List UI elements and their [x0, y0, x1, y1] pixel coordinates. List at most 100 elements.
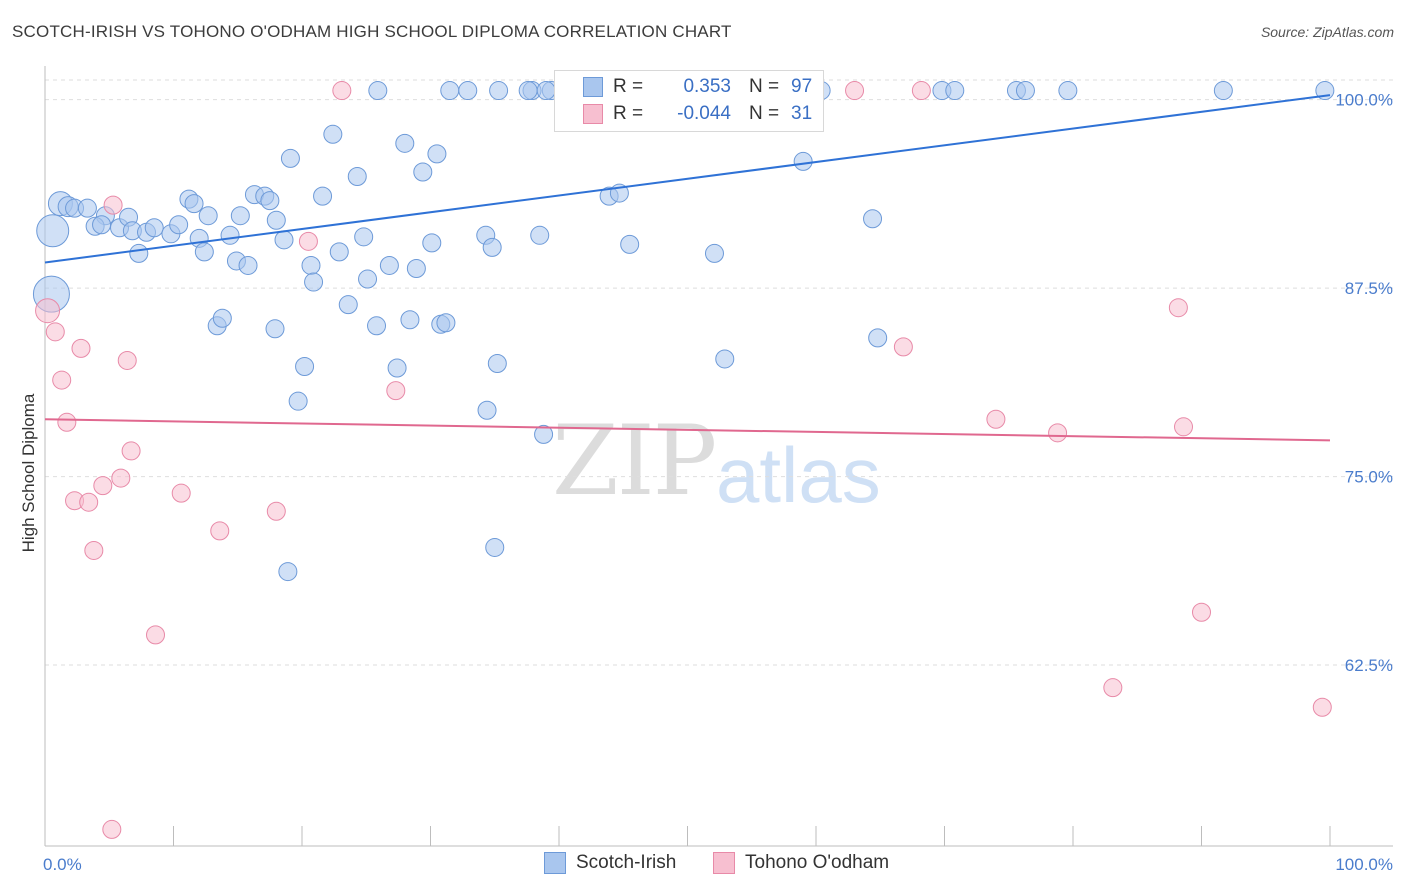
tohono-oodham-point [171, 483, 191, 503]
tohono-oodham-point [57, 412, 77, 432]
scotch-irish-point [295, 356, 315, 376]
scotch-irish-point [198, 206, 218, 226]
tohono-oodham-point [210, 521, 230, 541]
tohono-oodham-point [298, 231, 318, 251]
scotch-irish-point [367, 316, 387, 336]
scotch-irish-point [868, 328, 888, 348]
tohono-oodham-point [52, 370, 72, 390]
x-tick-label: 100.0% [1335, 855, 1393, 874]
tohono-oodham-point [117, 350, 137, 370]
scotch-irish-point [338, 295, 358, 315]
scotch-irish-point [313, 186, 333, 206]
tohono-oodham-point [103, 195, 123, 215]
tohono-oodham-point [845, 81, 865, 101]
scotch-irish-point [485, 537, 505, 557]
scotch-irish-point [358, 269, 378, 289]
y-tick-label: 75.0% [1345, 468, 1393, 487]
scotch-irish-point [212, 308, 232, 328]
tohono-oodham-point [332, 81, 352, 101]
chart-title: SCOTCH-IRISH VS TOHONO O'ODHAM HIGH SCHO… [12, 22, 732, 41]
scotch-irish-point [400, 310, 420, 330]
source-label: Source: ZipAtlas.com [1260, 24, 1394, 40]
scotch-irish-point [536, 81, 556, 101]
tohono-oodham-point [911, 81, 931, 101]
tohono-oodham-point [1103, 678, 1123, 698]
legend-r-label: R = [613, 103, 644, 124]
legend-row-tohono-oodham: R = -0.044 N = 31 [613, 101, 831, 127]
scotch-irish-point [169, 215, 189, 235]
scotch-irish-point [793, 151, 813, 171]
scotch-irish-point [280, 148, 300, 168]
series-legend-swatch [713, 852, 735, 874]
scotch-irish-trend-line [44, 94, 1331, 264]
legend-swatch-tohono-oodham [583, 104, 603, 124]
scotch-irish-point [368, 81, 388, 101]
scotch-irish-point [184, 194, 204, 214]
scotch-irish-point [304, 272, 324, 292]
scotch-irish-point [323, 124, 343, 144]
scotch-irish-point [863, 209, 883, 229]
tohono-oodham-point [71, 338, 91, 358]
x-tick-label: 0.0% [43, 855, 82, 874]
scotch-irish-point [620, 234, 640, 254]
scotch-irish-point [379, 255, 399, 275]
tohono-oodham-point [1192, 602, 1211, 622]
scotch-irish-point [1015, 81, 1035, 101]
tohono-oodham-point [111, 468, 131, 488]
tohono-oodham-point [121, 441, 141, 461]
scotch-irish-point [427, 144, 447, 164]
scotch-irish-point [36, 214, 70, 248]
scotch-irish-point [77, 198, 97, 218]
scotch-irish-point [92, 215, 112, 235]
tohono-oodham-point [45, 322, 65, 342]
scotch-irish-point [354, 227, 374, 247]
tohono-oodham-point [93, 476, 113, 496]
tohono-oodham-point [1168, 298, 1188, 318]
scotch-irish-point [458, 81, 478, 101]
scotch-irish-point [301, 255, 321, 275]
scotch-irish-point [436, 313, 456, 333]
legend-n-value: 31 [791, 103, 813, 124]
scotch-irish-point [266, 210, 286, 230]
watermark-atlas: atlas [716, 431, 881, 519]
scotch-irish-point [194, 242, 214, 262]
scotch-irish-point [274, 230, 294, 250]
legend-n-value: 97 [791, 76, 813, 97]
scotch-irish-point [440, 81, 460, 101]
scotch-irish-point [238, 255, 258, 275]
series-legend-label: Scotch-Irish [576, 852, 677, 873]
legend-n-label: N = [749, 103, 780, 124]
scotch-irish-point [144, 218, 164, 238]
tohono-oodham-point [79, 492, 99, 512]
scotch-irish-point [518, 81, 538, 101]
tohono-oodham-point [1048, 423, 1068, 443]
scotch-irish-point [534, 424, 554, 444]
series-legend-swatch [544, 852, 566, 874]
scotch-irish-point [129, 243, 149, 263]
legend-row-scotch-irish: R = 0.353 N = 97 [613, 74, 831, 100]
scotch-irish-point [489, 81, 509, 101]
tohono-oodham-point [1312, 697, 1332, 717]
correlation-legend: R = 0.353 N = 97 R = -0.044 N = 31 [554, 70, 824, 132]
tohono-oodham-point [35, 298, 61, 324]
legend-swatch-scotch-irish [583, 77, 603, 97]
series-legend-tohono-oodham: Tohono O'odham [713, 852, 889, 874]
scotch-irish-point [288, 391, 308, 411]
legend-r-value: 0.353 [683, 76, 731, 97]
tohono-oodham-point [146, 625, 166, 645]
scotch-irish-point [704, 243, 724, 263]
scotch-irish-point [230, 206, 250, 226]
tohono-oodham-point [386, 381, 406, 401]
legend-r-label: R = [613, 76, 644, 97]
scotch-irish-point [347, 167, 367, 187]
series-legend-scotch-irish: Scotch-Irish [544, 852, 676, 874]
scotch-irish-point [329, 242, 349, 262]
legend-n-label: N = [749, 76, 780, 97]
tohono-oodham-point [893, 337, 913, 357]
scotch-irish-point [482, 237, 502, 257]
scotch-irish-point [715, 349, 735, 369]
scotch-irish-point [477, 400, 497, 420]
y-axis-label: High School Diploma [19, 393, 38, 552]
watermark-zip: ZIP [552, 405, 717, 517]
scotch-irish-point [1058, 81, 1078, 101]
